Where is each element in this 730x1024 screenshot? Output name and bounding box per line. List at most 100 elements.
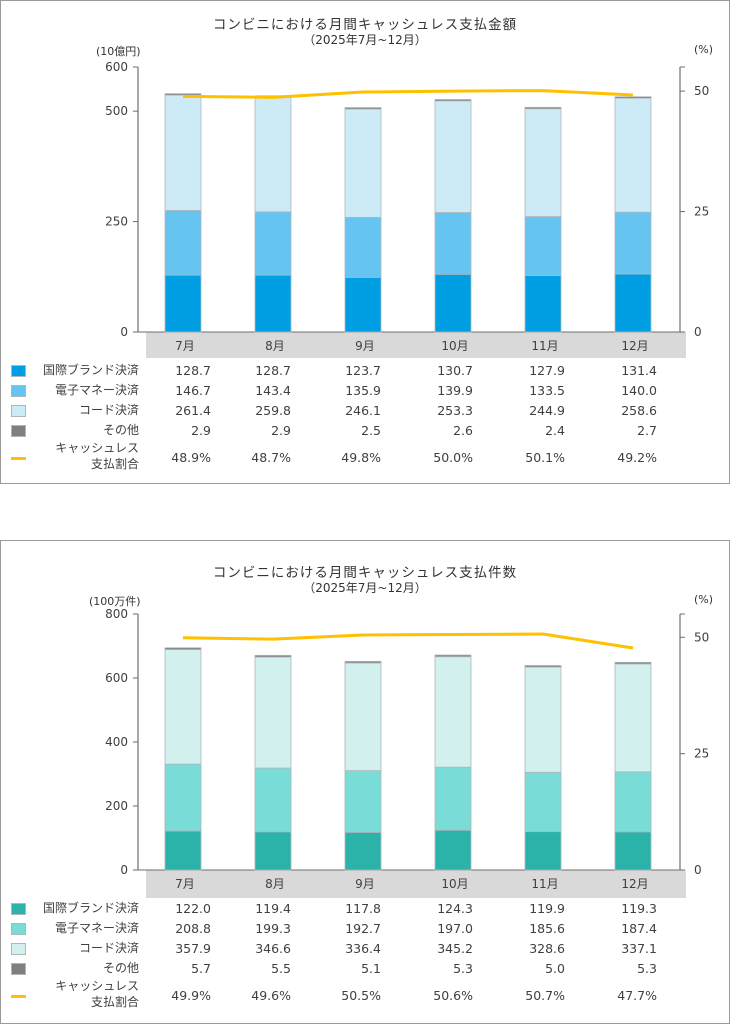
bar-segment-4-2 xyxy=(254,654,292,658)
bar-segment-2-1 xyxy=(164,763,202,832)
bar-segment-3-3 xyxy=(344,662,382,772)
legend-line-icon xyxy=(11,457,26,460)
legend-row-3: コード決済 261.4 259.8 246.1 253.3 244.9 258.6 xyxy=(1,401,729,421)
table-cell: 50.6% xyxy=(433,988,473,1003)
table-cell: 50.7% xyxy=(525,988,565,1003)
y-tick-label: 250 xyxy=(105,215,128,229)
table-cell: 119.4 xyxy=(255,901,291,916)
legend-label-line1: キャッシュレス xyxy=(55,979,139,993)
bar-segment-3-2 xyxy=(254,656,292,769)
table-cell: 336.4 xyxy=(345,941,381,956)
chart-panel-amount: コンビニにおける月間キャッシュレス支払金額 （2025年7月~12月） (10億… xyxy=(0,0,730,484)
legend-label: 国際ブランド決済 xyxy=(42,901,139,915)
bar-segment-3-1 xyxy=(164,649,202,765)
table-cell: 124.3 xyxy=(437,901,473,916)
y-axis-unit: (100万件) xyxy=(89,595,141,608)
table-cell: 49.9% xyxy=(171,988,211,1003)
chart-subtitle: （2025年7月~12月） xyxy=(303,581,427,595)
table-cell: 259.8 xyxy=(255,403,291,418)
table-cell: 47.7% xyxy=(617,988,657,1003)
legend-swatch-icon xyxy=(11,365,26,377)
table-cell: 143.4 xyxy=(255,383,291,398)
y2-tick-label: 25 xyxy=(694,747,709,761)
chart-panel-count: コンビニにおける月間キャッシュレス支払件数 （2025年7月~12月） (100… xyxy=(0,540,730,1024)
bar-segment-1-3 xyxy=(344,276,382,333)
bar-segment-4-1 xyxy=(164,93,202,96)
bar-segment-1-3 xyxy=(344,831,382,871)
bar-segment-4-5 xyxy=(524,106,562,110)
x-tick-label: 12月 xyxy=(621,339,648,353)
table-cell: 2.7 xyxy=(637,423,657,438)
table-cell: 49.6% xyxy=(251,988,291,1003)
y2-tick-label: 50 xyxy=(694,84,709,98)
table-cell: 117.8 xyxy=(345,901,381,916)
legend-swatch-icon xyxy=(11,943,26,955)
y-tick-label: 600 xyxy=(105,60,128,74)
legend-swatch-icon xyxy=(11,963,26,975)
x-tick-label: 10月 xyxy=(441,877,468,891)
bar-segment-1-2 xyxy=(254,274,292,333)
legend-label: その他 xyxy=(102,961,139,975)
legend-row-2: 電子マネー決済 146.7 143.4 135.9 139.9 133.5 140.0 xyxy=(1,381,729,401)
legend-swatch-icon xyxy=(11,903,26,915)
table-cell: 140.0 xyxy=(621,383,657,398)
bar-segment-3-5 xyxy=(524,666,562,773)
y-tick-label: 600 xyxy=(105,671,128,685)
x-tick-label: 9月 xyxy=(355,877,375,891)
table-cell: 258.6 xyxy=(621,403,657,418)
x-tick-label: 7月 xyxy=(175,877,195,891)
bar-segment-1-2 xyxy=(254,831,292,871)
category-band xyxy=(146,332,686,358)
legend-label-line1: キャッシュレス xyxy=(55,441,139,455)
table-cell: 128.7 xyxy=(175,363,211,378)
bar-segment-2-3 xyxy=(344,216,382,278)
table-cell: 208.8 xyxy=(175,921,211,936)
chart-area: 0 200 400 600 800 0 25 50 7月 8月 9月 10月 11月 12月 xyxy=(105,607,709,898)
bar-segment-1-4 xyxy=(434,273,472,333)
legend-label: 電子マネー決済 xyxy=(54,383,139,397)
table-cell: 2.4 xyxy=(545,423,565,438)
bar-segment-3-5 xyxy=(524,107,562,217)
bar-segment-2-2 xyxy=(254,767,292,833)
table-cell: 139.9 xyxy=(437,383,473,398)
table-cell: 246.1 xyxy=(345,403,381,418)
bar-segment-3-1 xyxy=(164,94,202,211)
bar-segment-1-5 xyxy=(524,275,562,333)
table-cell: 187.4 xyxy=(621,921,657,936)
table-cell: 346.6 xyxy=(255,941,291,956)
bar-segment-2-4 xyxy=(434,766,472,831)
legend-row-4: その他 2.9 2.9 2.5 2.6 2.4 2.7 xyxy=(1,421,729,441)
table-cell: 122.0 xyxy=(175,901,211,916)
bar-segment-1-1 xyxy=(164,274,202,333)
ratio-line xyxy=(182,89,634,99)
legend-row-2: 電子マネー決済 208.8 199.3 192.7 197.0 185.6 187.4 xyxy=(1,919,729,939)
table-cell: 135.9 xyxy=(345,383,381,398)
table-cell: 2.5 xyxy=(361,423,381,438)
bar-segment-3-4 xyxy=(434,100,472,213)
table-cell: 119.3 xyxy=(621,901,657,916)
y2-tick-label: 25 xyxy=(694,205,709,219)
x-tick-label: 8月 xyxy=(265,877,285,891)
y-tick-label: 0 xyxy=(120,325,128,339)
table-cell: 146.7 xyxy=(175,383,211,398)
x-tick-label: 11月 xyxy=(531,339,558,353)
table-cell: 328.6 xyxy=(529,941,565,956)
bar-segment-2-6 xyxy=(614,771,652,833)
legend-row-3: コード決済 357.9 346.6 336.4 345.2 328.6 337.1 xyxy=(1,939,729,959)
table-cell: 128.7 xyxy=(255,363,291,378)
bar-segment-1-6 xyxy=(614,831,652,871)
x-tick-label: 12月 xyxy=(621,877,648,891)
legend-label: コード決済 xyxy=(78,941,139,955)
bar-segment-4-3 xyxy=(344,660,382,664)
chart-subtitle: （2025年7月~12月） xyxy=(303,33,427,47)
bar-segment-1-6 xyxy=(614,273,652,333)
x-tick-label: 11月 xyxy=(531,877,558,891)
y-tick-label: 400 xyxy=(105,735,128,749)
bar-segment-4-6 xyxy=(614,96,652,99)
legend-label-line2: 支払割合 xyxy=(90,457,139,471)
table-cell: 123.7 xyxy=(345,363,381,378)
table-cell: 48.9% xyxy=(171,450,211,465)
table-cell: 49.2% xyxy=(617,450,657,465)
legend-swatch-icon xyxy=(11,405,26,417)
table-cell: 192.7 xyxy=(345,921,381,936)
